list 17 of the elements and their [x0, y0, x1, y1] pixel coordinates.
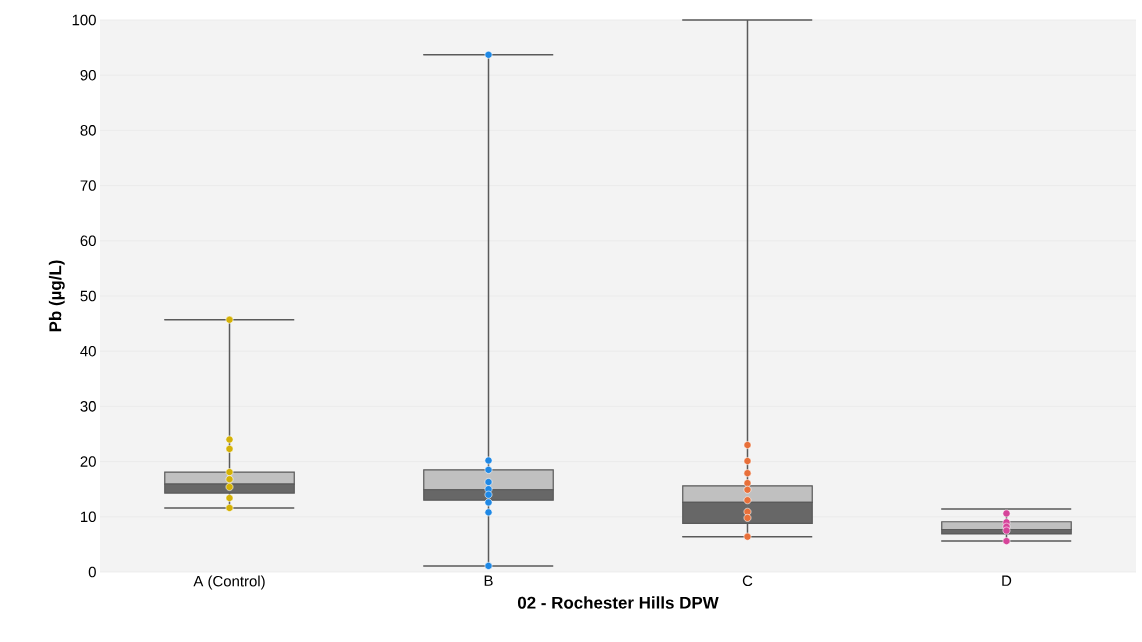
y-tick-label: 10 [81, 511, 96, 523]
y-axis-title: Pb (µg/L) [48, 260, 65, 332]
y-tick-label: 60 [80, 235, 96, 247]
y-tick-label: 0 [88, 566, 96, 578]
y-tick-label: 30 [80, 401, 96, 412]
y-tick-label: 50 [80, 290, 96, 302]
x-tick-label: C [742, 575, 753, 587]
y-tick-label: 80 [80, 125, 96, 136]
x-tick-label: B [484, 575, 493, 586]
y-tick-label: 70 [80, 180, 96, 191]
y-tick-label: 20 [80, 456, 96, 467]
x-tick-label: D [1002, 575, 1012, 586]
y-tick-label: 90 [80, 69, 96, 81]
x-axis-title: 02 - Rochester Hills DPW [517, 596, 719, 609]
x-tick-label: A (Control) [193, 575, 265, 590]
y-tick-label: 100 [72, 14, 96, 26]
y-tick-label: 40 [80, 345, 96, 357]
